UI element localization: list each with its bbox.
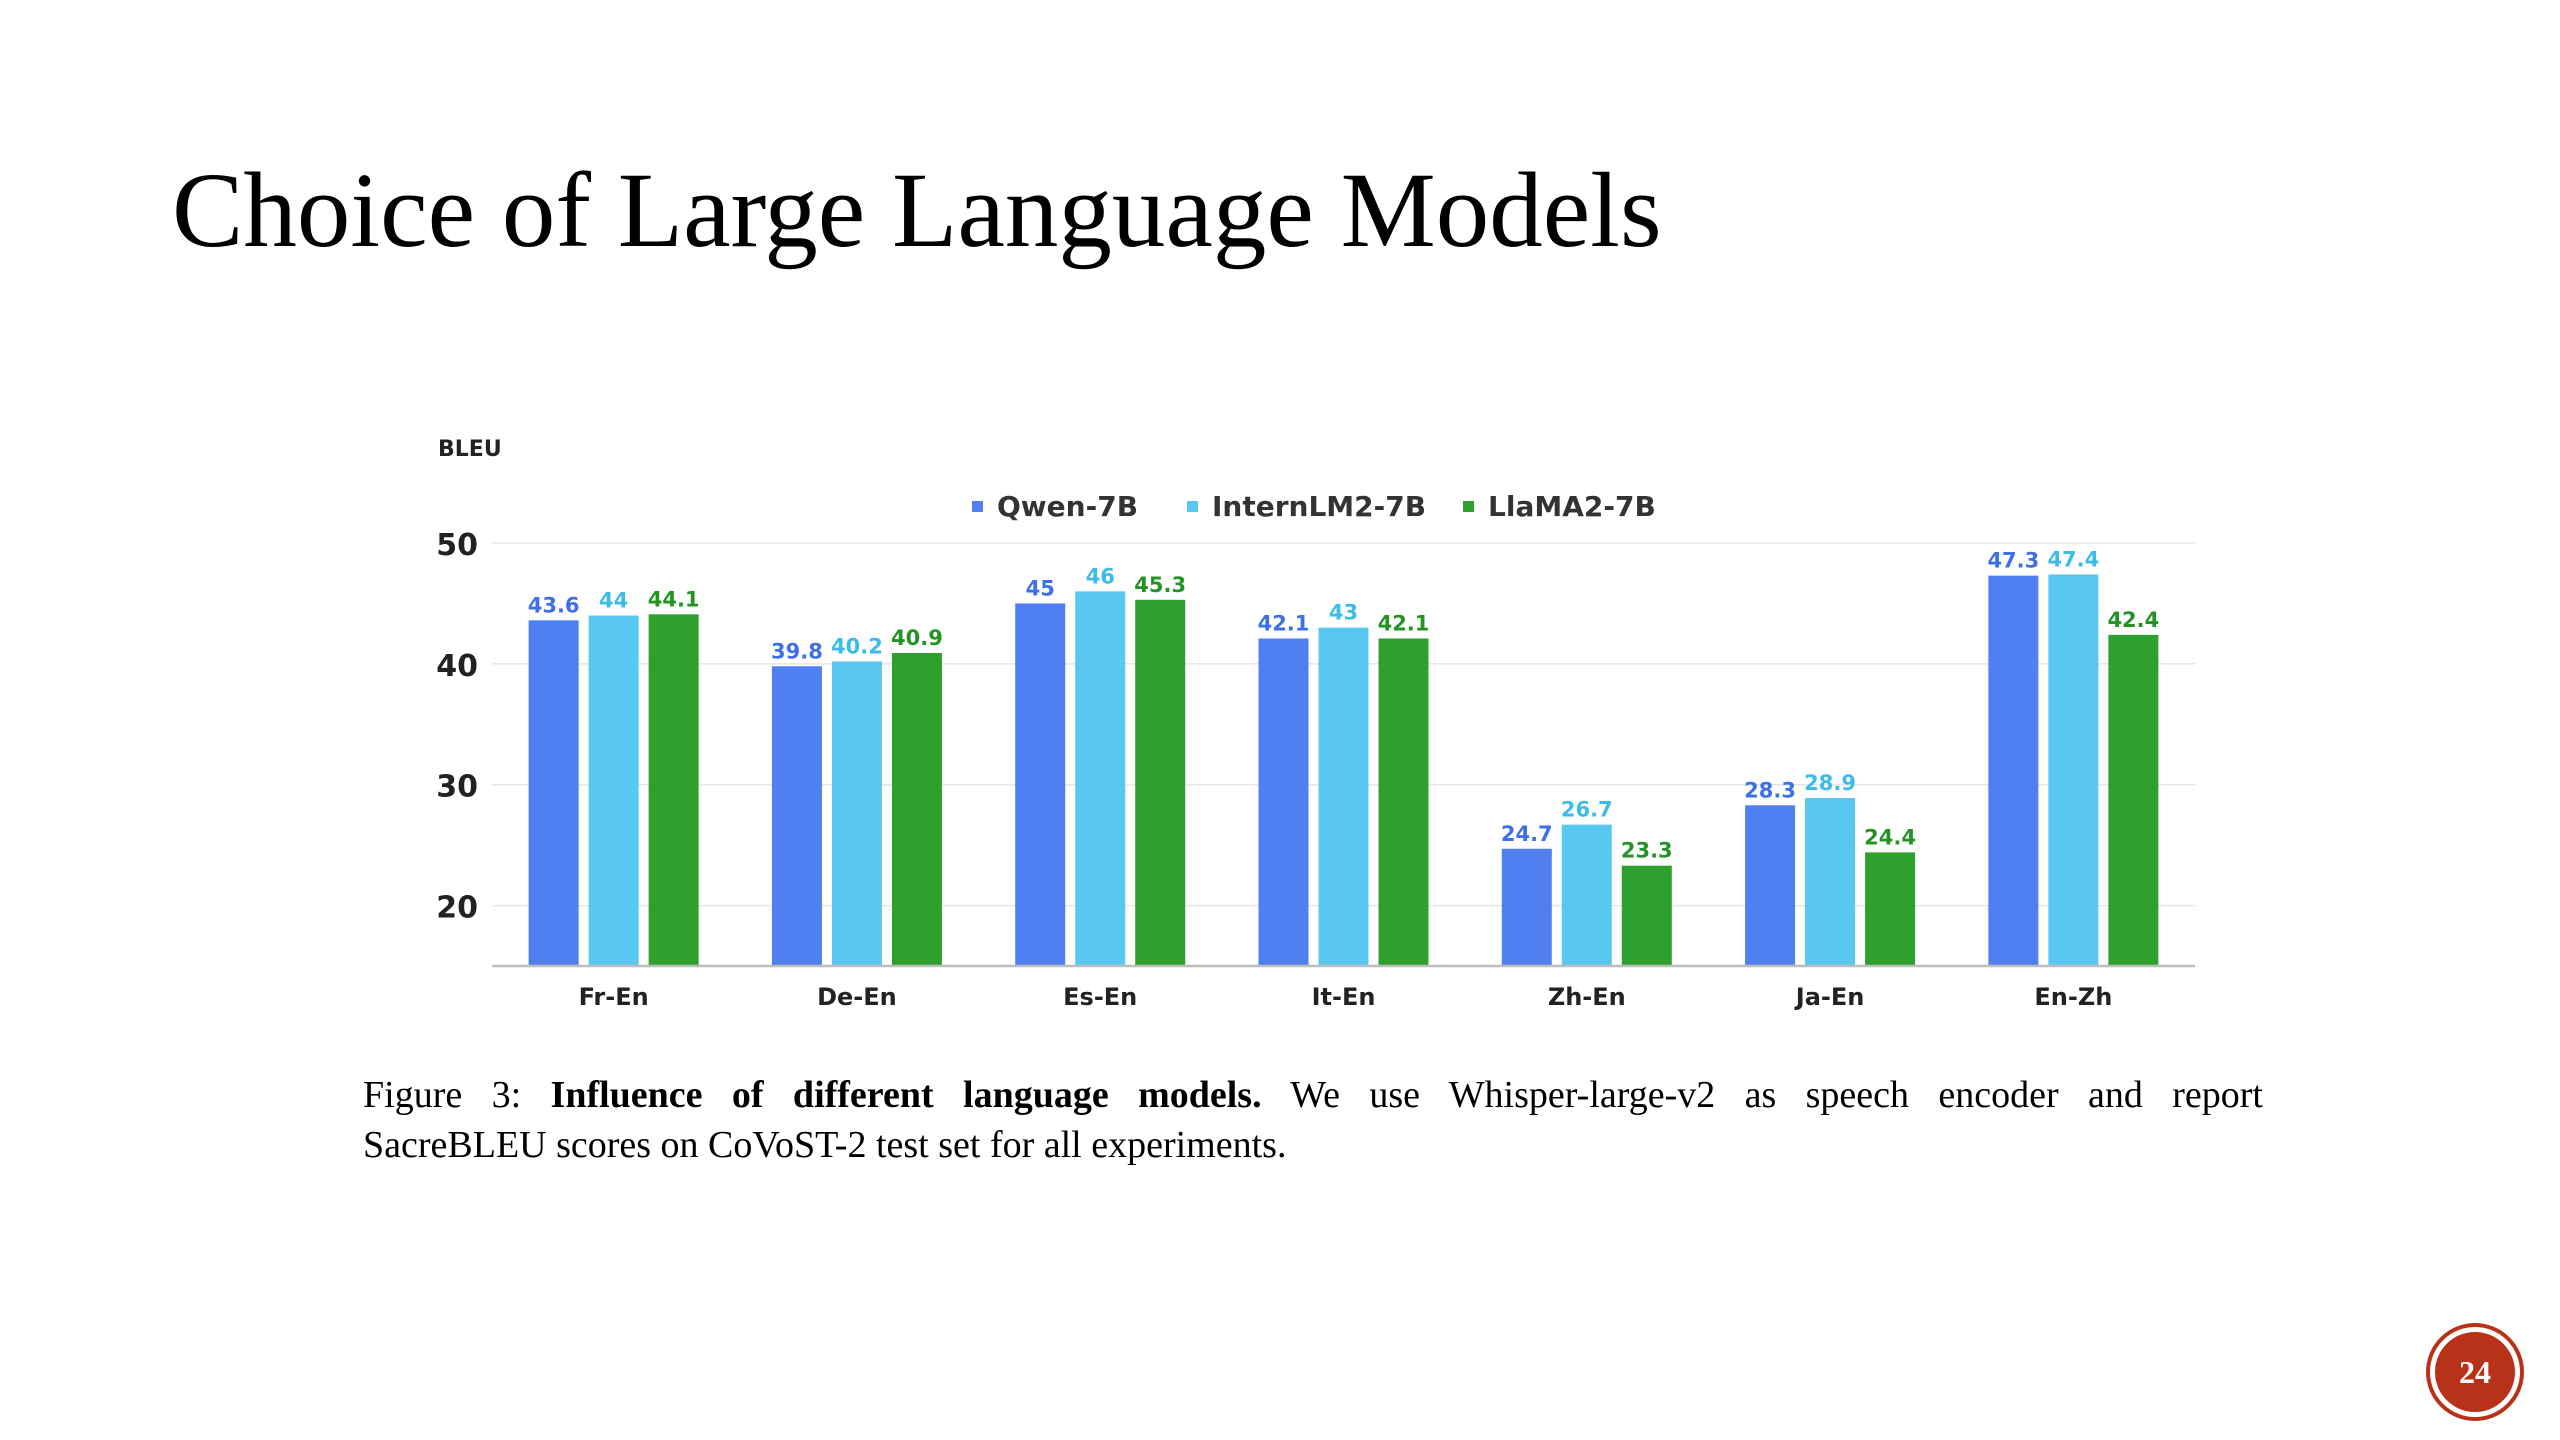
x-tick-label: Zh-En	[1548, 983, 1626, 1011]
bar-value-label: 45.3	[1134, 573, 1186, 597]
bar	[1805, 798, 1856, 966]
caption-line-2: SacreBLEU scores on CoVoST-2 test set fo…	[363, 1124, 1287, 1166]
bar-value-label: 40.9	[891, 626, 943, 650]
bar-value-label: 28.3	[1744, 778, 1796, 802]
bar-value-label: 44	[599, 589, 628, 613]
bar	[831, 661, 882, 966]
legend-label: Qwen-7B	[997, 490, 1138, 523]
x-tick-label: Fr-En	[579, 983, 649, 1011]
bar-value-label: 23.3	[1621, 839, 1673, 863]
bar	[1865, 852, 1916, 966]
bar	[648, 614, 699, 966]
bar-value-label: 42.4	[2107, 608, 2159, 632]
bar	[528, 620, 579, 966]
bar	[1135, 599, 1186, 966]
legend-label: InternLM2-7B	[1212, 490, 1426, 523]
bar-value-label: 47.4	[2047, 547, 2099, 571]
bar	[771, 666, 822, 966]
bar	[588, 615, 639, 966]
bleu-bar-chart: 20 30 40 50 BLEU Qwen-7B InternLM2-7B LlaMA2-7B…	[436, 437, 2195, 1011]
bar	[1318, 627, 1369, 966]
bar-value-label: 42.1	[1258, 611, 1310, 635]
bar	[1258, 638, 1309, 966]
bar	[1621, 865, 1672, 966]
legend-swatch	[972, 501, 983, 512]
caption-line-1: Figure 3: Influence of different languag…	[363, 1070, 2263, 1120]
bar	[1745, 805, 1796, 966]
y-axis-label: BLEU	[438, 437, 502, 462]
caption-bold: Influence of different language models.	[550, 1074, 1262, 1116]
bar-value-label: 40.2	[831, 634, 883, 658]
bar	[1501, 848, 1552, 966]
page-number: 24	[2459, 1353, 2491, 1390]
bar	[1378, 638, 1429, 966]
page-number-badge: 24	[2430, 1327, 2520, 1417]
x-tick-label: It-En	[1312, 983, 1376, 1011]
y-tick-label: 50	[436, 528, 478, 563]
bar-value-label: 28.9	[1804, 771, 1856, 795]
bar	[1988, 575, 2039, 966]
bar-value-label: 42.1	[1378, 611, 1430, 635]
x-tick-label: De-En	[817, 983, 897, 1011]
bar	[2108, 634, 2159, 966]
bar	[2048, 574, 2099, 966]
bar-value-label: 24.4	[1864, 825, 1916, 849]
bar-value-label: 43.6	[528, 593, 580, 617]
x-tick-label: Es-En	[1063, 983, 1137, 1011]
bar-value-label: 44.1	[648, 587, 700, 611]
bar	[1075, 591, 1126, 966]
bar-value-label: 47.3	[1987, 549, 2039, 573]
figure-caption: Figure 3: Influence of different languag…	[363, 1070, 2263, 1170]
bar-value-label: 45	[1026, 576, 1055, 600]
bar-value-label: 24.7	[1501, 822, 1553, 846]
y-tick-label: 30	[436, 770, 478, 805]
legend-swatch	[1187, 501, 1198, 512]
bar-value-label: 26.7	[1561, 798, 1613, 822]
bar-value-label: 46	[1086, 564, 1115, 588]
y-tick-label: 20	[436, 891, 478, 926]
caption-prefix: Figure 3:	[363, 1074, 522, 1116]
bar	[1015, 603, 1066, 966]
x-tick-label: Ja-En	[1794, 983, 1865, 1011]
legend-swatch	[1463, 501, 1474, 512]
legend-label: LlaMA2-7B	[1488, 490, 1656, 523]
x-tick-label: En-Zh	[2034, 983, 2112, 1011]
bar	[891, 652, 942, 966]
bar	[1561, 824, 1612, 966]
bar-value-label: 39.8	[771, 639, 823, 663]
slide-title: Choice of Large Language Models	[172, 152, 1662, 270]
y-tick-label: 40	[436, 649, 478, 684]
caption-rest: We use Whisper-large-v2 as speech encode…	[1290, 1074, 2263, 1116]
bar-value-label: 43	[1329, 601, 1358, 625]
